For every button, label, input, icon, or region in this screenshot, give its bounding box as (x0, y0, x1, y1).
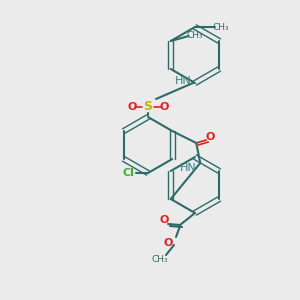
Text: CH₃: CH₃ (213, 22, 229, 32)
Text: O: O (127, 102, 137, 112)
Text: HN: HN (175, 76, 191, 86)
Text: O: O (206, 132, 215, 142)
Text: S: S (143, 100, 152, 113)
Text: Cl: Cl (122, 168, 134, 178)
Text: O: O (159, 215, 169, 225)
Text: O: O (159, 102, 169, 112)
Text: HN: HN (180, 163, 196, 173)
Text: CH₃: CH₃ (152, 254, 168, 263)
Text: O: O (163, 238, 173, 248)
Text: CH₃: CH₃ (186, 32, 203, 40)
